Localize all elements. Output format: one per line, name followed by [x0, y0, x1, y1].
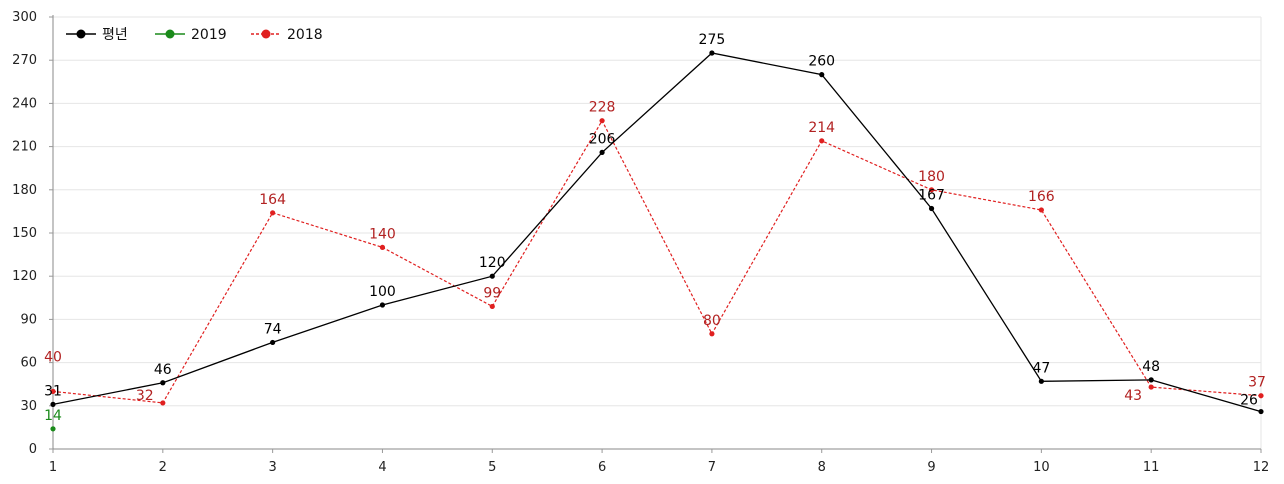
- y-tick-label: 0: [29, 442, 37, 457]
- x-tick-label: 3: [268, 460, 276, 475]
- x-tick-label: 4: [378, 460, 386, 475]
- x-tick-label: 7: [708, 460, 716, 475]
- data-point: [1258, 409, 1263, 414]
- data-point: [270, 210, 275, 215]
- data-point: [1039, 207, 1044, 212]
- legend-label-2: 2018: [287, 27, 323, 43]
- data-label: 43: [1124, 388, 1142, 404]
- data-labels: 31 46 74 100 120 206 275 260 167 47 48 26 14 40 32 164 1…: [44, 32, 1266, 424]
- data-point: [490, 304, 495, 309]
- y-tick-label: 120: [12, 269, 37, 284]
- data-label: 46: [154, 362, 172, 378]
- data-point: [929, 206, 934, 211]
- x-tick-label: 2: [159, 460, 167, 475]
- x-tick-label: 1: [49, 460, 57, 475]
- data-point: [160, 400, 165, 405]
- x-tick-label: 12: [1253, 460, 1270, 475]
- data-point: [270, 340, 275, 345]
- data-point: [819, 138, 824, 143]
- data-label: 167: [918, 188, 945, 204]
- data-point: [599, 150, 604, 155]
- y-tick-label: 90: [20, 312, 37, 327]
- x-tick-label: 11: [1143, 460, 1160, 475]
- legend-marker-2: [262, 30, 271, 39]
- series-line-0: [53, 53, 1261, 412]
- data-point: [50, 426, 55, 431]
- x-tick-label: 9: [927, 460, 935, 475]
- data-point: [380, 245, 385, 250]
- data-label: 275: [699, 32, 726, 48]
- x-axis-ticks: 1 2 3 4 5 6 7 8 9 10 11 12: [49, 449, 1269, 475]
- data-point: [709, 50, 714, 55]
- legend: 평년 2019 2018: [66, 27, 323, 43]
- x-tick-label: 8: [818, 460, 826, 475]
- data-label: 214: [808, 120, 835, 136]
- y-tick-label: 270: [12, 53, 37, 68]
- data-label: 40: [44, 349, 62, 365]
- data-point: [50, 402, 55, 407]
- grid-lines: [53, 17, 1261, 449]
- data-label: 206: [589, 131, 616, 147]
- y-tick-label: 300: [12, 10, 37, 25]
- data-point: [490, 274, 495, 279]
- data-point: [1258, 393, 1263, 398]
- data-label: 260: [808, 54, 835, 70]
- data-label: 14: [44, 408, 62, 424]
- data-label: 180: [918, 169, 945, 185]
- x-tick-label: 10: [1033, 460, 1050, 475]
- data-label: 99: [483, 285, 501, 301]
- series-line-2: [53, 121, 1261, 403]
- legend-label-0: 평년: [102, 27, 128, 43]
- data-label: 228: [589, 100, 616, 116]
- data-label: 80: [703, 313, 721, 329]
- axes: [53, 15, 1261, 449]
- data-label: 100: [369, 284, 396, 300]
- y-tick-label: 210: [12, 140, 37, 155]
- data-point: [1149, 377, 1154, 382]
- data-point: [1149, 384, 1154, 389]
- x-tick-label: 5: [488, 460, 496, 475]
- data-label: 74: [264, 321, 282, 337]
- data-label: 32: [136, 388, 154, 404]
- data-label: 166: [1028, 189, 1055, 205]
- data-label: 37: [1248, 375, 1266, 391]
- y-tick-label: 60: [20, 356, 37, 371]
- data-point: [819, 72, 824, 77]
- data-point: [1039, 379, 1044, 384]
- data-label: 31: [44, 383, 62, 399]
- legend-marker-0: [77, 30, 86, 39]
- x-tick-label: 6: [598, 460, 606, 475]
- y-tick-label: 30: [20, 399, 37, 414]
- data-point: [160, 380, 165, 385]
- y-tick-label: 150: [12, 226, 37, 241]
- data-label: 120: [479, 255, 506, 271]
- data-point: [380, 302, 385, 307]
- legend-marker-1: [166, 30, 175, 39]
- data-label: 47: [1032, 360, 1050, 376]
- legend-label-1: 2019: [191, 27, 227, 43]
- y-tick-label: 180: [12, 183, 37, 198]
- data-point: [599, 118, 604, 123]
- series-lines: [50, 50, 1263, 431]
- y-tick-label: 240: [12, 96, 37, 111]
- data-label: 48: [1142, 359, 1160, 375]
- data-label: 164: [259, 192, 286, 208]
- data-label: 140: [369, 226, 396, 242]
- data-label: 26: [1240, 393, 1258, 409]
- data-point: [709, 331, 714, 336]
